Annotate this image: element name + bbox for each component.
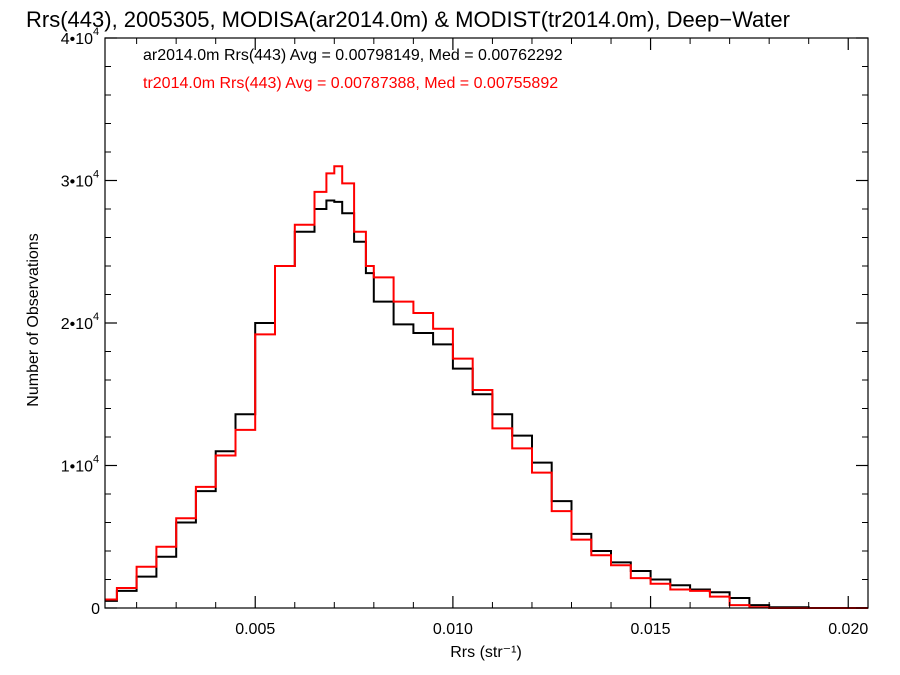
- y-tick-label: 3•10: [61, 174, 93, 191]
- plot-frame: [104, 37, 869, 609]
- series-line-0: [105, 199, 868, 609]
- series-line-1: [105, 165, 868, 609]
- y-tick-exponent: 4: [93, 454, 99, 466]
- y-tick-label: 4•10: [61, 31, 93, 48]
- x-tick-label: 0.010: [433, 621, 473, 638]
- chart-title: Rrs(443), 2005305, MODISA(ar2014.0m) & M…: [26, 7, 790, 32]
- series-layer: [105, 165, 868, 609]
- x-axis: 0.005 0.010 0.015 0.020: [136, 38, 868, 638]
- legend-entry-tr2014: tr2014.0m Rrs(443) Avg = 0.00787388, Med…: [143, 75, 558, 92]
- x-tick-label: 0.005: [235, 621, 275, 638]
- y-axis: 01•10 42•10 43•10 44•10 4: [61, 26, 868, 618]
- x-tick-label: 0.015: [631, 621, 671, 638]
- y-tick-label: 0: [91, 601, 100, 618]
- y-tick-label: 2•10: [61, 316, 93, 333]
- y-tick-label: 1•10: [61, 459, 93, 476]
- y-tick-exponent: 4: [93, 26, 99, 38]
- legend-entry-ar2014: ar2014.0m Rrs(443) Avg = 0.00798149, Med…: [143, 47, 563, 64]
- y-tick-exponent: 4: [93, 169, 99, 181]
- x-axis-label: Rrs (str⁻¹): [450, 644, 522, 661]
- x-tick-label: 0.020: [828, 621, 868, 638]
- y-tick-exponent: 4: [93, 311, 99, 323]
- y-axis-label: Number of Observations: [25, 233, 42, 406]
